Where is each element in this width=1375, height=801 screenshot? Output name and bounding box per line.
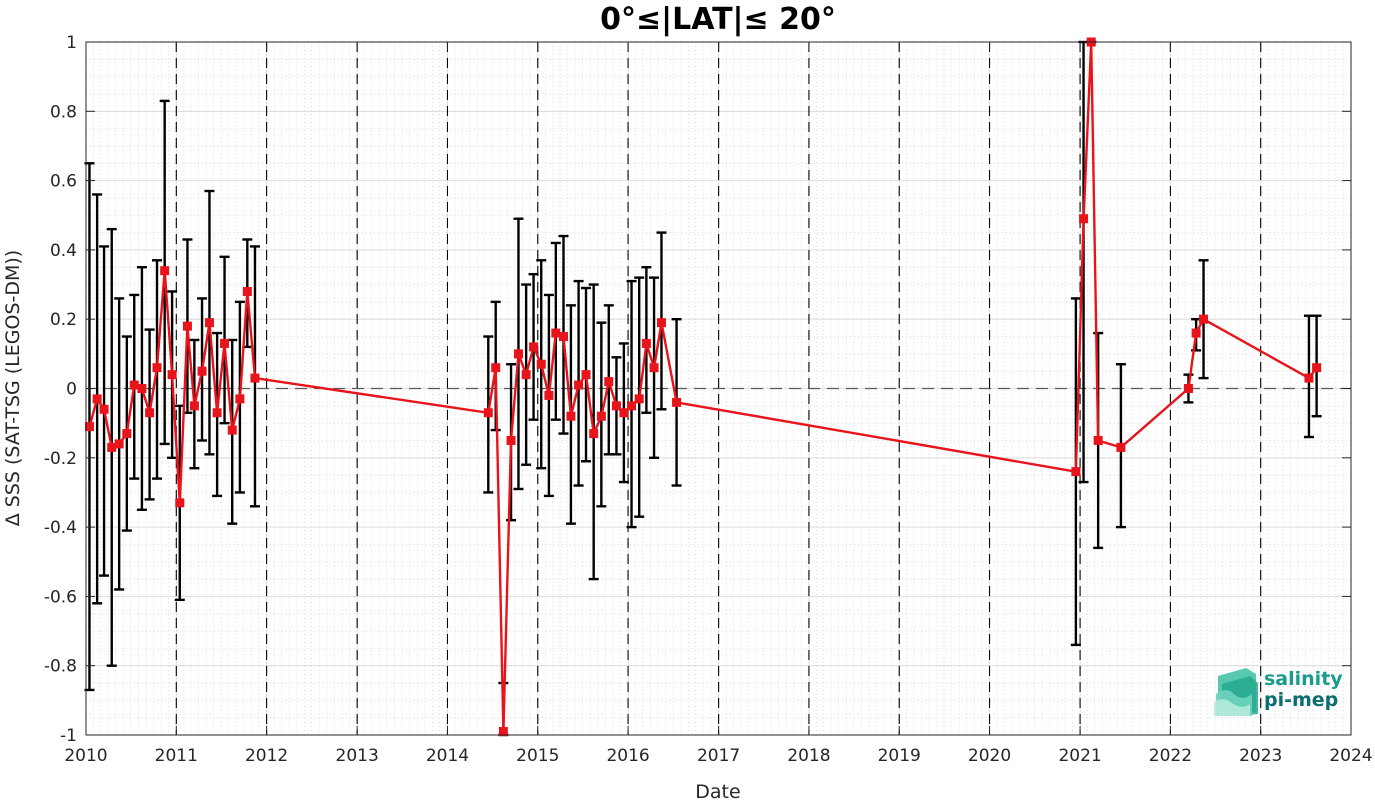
series-line [88,40,1318,733]
y-axis-ticks: -1 -0.8 -0.6 -0.4 -0.2 0 0.2 0.4 0.6 0.8 1 [44,33,1351,746]
data-point [1116,442,1126,452]
data-point [235,394,245,404]
logo-text-pi-mep: pi-mep [1264,689,1338,711]
x-tick-label: 2022 [1149,746,1192,766]
data-point [483,408,493,418]
data-point [521,370,531,380]
data-point [1093,435,1103,445]
data-point [92,394,102,404]
x-tick-label: 2023 [1239,746,1282,766]
x-axis-ticks: 2010 2011 2012 2013 2014 2015 2016 2017 2018 2019… [64,42,1373,766]
chart-title: 0°≤|LAT|≤ 20° [600,2,836,37]
data-point [129,380,139,390]
y-tick-label: 0.4 [50,241,77,261]
data-point [114,439,124,449]
data-point [589,429,599,439]
y-tick-label: 1 [66,33,77,53]
y-tick-label: 0.6 [50,172,77,192]
data-point [204,318,214,328]
x-tick-label: 2018 [787,746,830,766]
data-point [611,401,621,411]
data-point [182,321,192,331]
data-point [551,328,561,338]
data-point [656,318,666,328]
data-point [220,338,230,348]
data-markers [84,37,1322,737]
y-tick-label: -0.4 [44,518,77,538]
salinity-pi-mep-logo: salinity pi-mep [1214,668,1343,716]
y-tick-label: -0.6 [44,587,77,607]
data-point [672,397,682,407]
data-point [619,408,629,418]
data-point [1183,384,1193,393]
data-point [641,338,651,348]
y-tick-label: -0.8 [44,657,77,677]
data-point [1199,314,1209,324]
data-point [122,429,132,439]
x-tick-label: 2015 [516,746,559,766]
data-point [498,727,508,737]
data-point [596,411,606,421]
data-point [604,377,614,387]
data-point [491,363,501,373]
data-point [242,286,252,296]
data-point [1071,467,1081,477]
data-point [84,422,94,432]
data-point [250,373,260,383]
data-point [227,425,237,435]
data-point [160,266,170,276]
x-tick-label: 2012 [245,746,288,766]
data-point [581,370,591,380]
data-point [513,349,523,359]
data-point [197,366,207,376]
x-tick-label: 2011 [155,746,198,766]
data-point [558,332,568,342]
x-tick-label: 2014 [426,746,469,766]
x-tick-label: 2013 [336,746,379,766]
data-point [627,401,637,411]
data-point [634,394,644,404]
y-tick-label: 0.2 [50,310,77,330]
y-tick-label: 0 [66,380,77,400]
data-point [99,404,109,414]
data-point [152,363,162,373]
x-tick-label: 2020 [968,746,1011,766]
data-point [649,363,659,373]
data-point [137,384,147,393]
data-point [1304,373,1314,383]
data-point [167,370,177,380]
data-point [529,342,539,352]
data-point [1312,363,1322,373]
logo-text-salinity: salinity [1264,668,1343,690]
data-point [566,411,576,421]
y-tick-label: 0.8 [50,102,77,122]
x-tick-label: 2016 [606,746,649,766]
x-tick-label: 2024 [1329,746,1372,766]
x-axis-label: Date [695,781,740,801]
data-point [107,442,117,452]
data-point [212,408,222,418]
data-point [536,359,546,369]
data-point [544,390,554,400]
data-point [175,498,185,508]
y-axis-label: Δ SSS (SAT-TSG (LEGOS-DM)) [2,250,24,526]
x-tick-label: 2010 [64,746,107,766]
data-point [189,401,199,411]
data-point [1191,328,1201,338]
x-tick-label: 2017 [697,746,740,766]
x-tick-label: 2021 [1058,746,1101,766]
data-point [574,380,584,390]
data-point [506,435,516,445]
y-tick-label: -1 [60,726,77,746]
data-point [1079,214,1089,224]
series-polyline [88,40,1318,733]
x-tick-label: 2019 [878,746,921,766]
year-boundary-lines [175,42,1262,735]
data-point [145,408,155,418]
y-tick-label: -0.2 [44,449,77,469]
wave-logo-icon [1214,668,1258,716]
